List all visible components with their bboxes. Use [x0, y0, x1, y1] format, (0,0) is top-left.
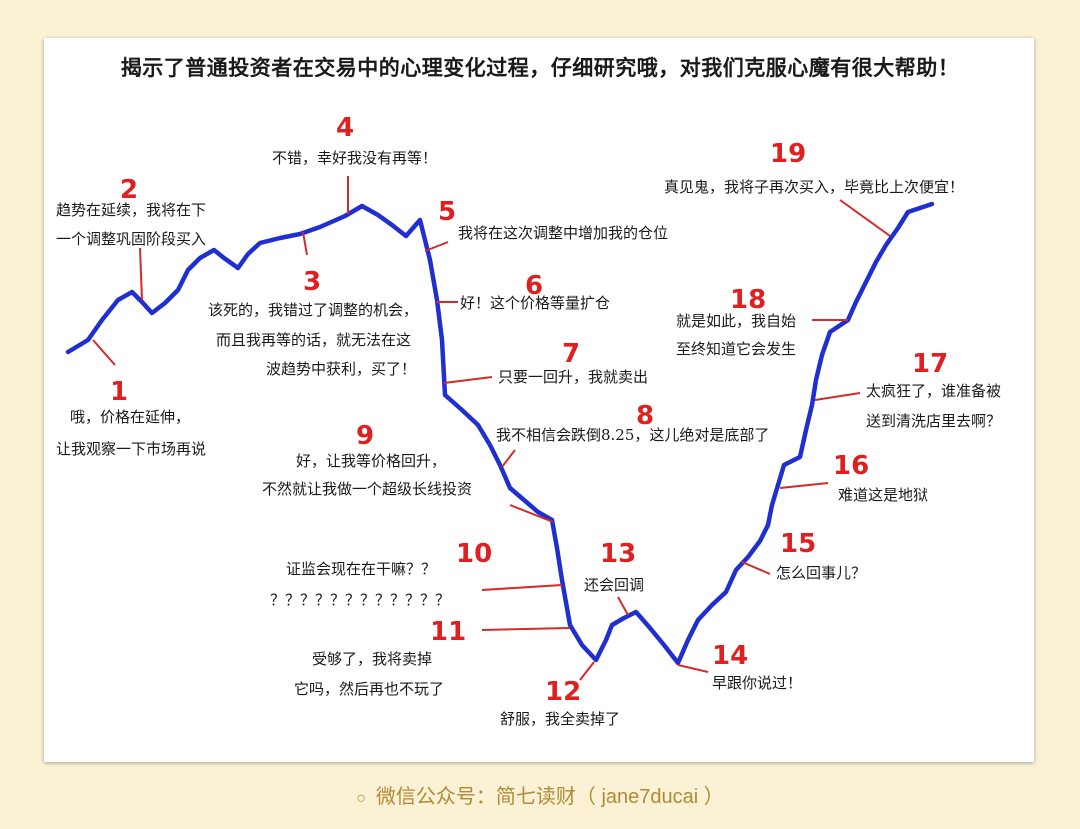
stage-number: 8	[636, 401, 654, 431]
stage-number: 13	[600, 539, 636, 569]
pointer-11	[481, 627, 571, 631]
pointer-16	[779, 482, 829, 489]
stage-number: 15	[780, 529, 816, 559]
stage-text: 它吗，然后再也不玩了	[294, 680, 444, 698]
pointer-3	[302, 231, 308, 256]
stage-text: 证监会现在在干嘛？？	[286, 560, 436, 578]
pointer-9	[509, 504, 554, 523]
stage-number: 14	[712, 641, 748, 671]
stage-number: 17	[912, 349, 948, 379]
stage-text: 早跟你说过！	[712, 674, 802, 692]
stage-number: 7	[562, 339, 580, 369]
circle-icon: ○	[356, 790, 366, 807]
stage-text: 至终知道它会发生	[676, 340, 796, 358]
stage-text: 不然就让我做一个超级长线投资	[262, 480, 472, 498]
stage-text: 好！这个价格等量扩仓	[460, 294, 610, 312]
stage-text: 就是如此，我自始	[676, 312, 796, 330]
stage-text: 不错，幸好我没有再等！	[272, 149, 437, 167]
pointer-5	[424, 241, 449, 252]
pointer-8	[501, 449, 516, 468]
stage-number: 3	[303, 267, 321, 297]
pointer-lines	[92, 176, 891, 681]
stage-text: 而且我再等的话，就无法在这	[216, 331, 411, 349]
stage-text: 哦，价格在延伸，	[70, 408, 190, 426]
stage-text: 好，让我等价格回升，	[296, 452, 446, 470]
stage-text: 舒服，我全卖掉了	[500, 710, 620, 728]
stage-number: 9	[356, 421, 374, 451]
stage-number: 19	[770, 139, 806, 169]
pointer-19	[839, 199, 891, 237]
stage-text: ？？？？？？？？？？？？	[270, 591, 450, 609]
pointer-12	[579, 661, 595, 681]
stage-text: 怎么回事儿？	[776, 564, 866, 582]
stage-text: 送到清洗店里去啊？	[866, 412, 1001, 430]
pointer-13	[617, 596, 629, 616]
source-caption: ○ 微信公众号：简七读财（ jane7ducai ）	[0, 780, 1080, 809]
stage-number: 5	[438, 197, 456, 227]
diagram-card	[44, 38, 1034, 762]
stage-text: 我不相信会跌倒8.25，这儿绝对是底部了	[496, 426, 769, 444]
pointer-7	[443, 376, 493, 384]
stage-number: 4	[336, 113, 354, 143]
pointer-14	[677, 664, 709, 673]
stage-text: 只要一回升，我就卖出	[498, 368, 648, 386]
price-curve	[65, 201, 935, 666]
stage-number: 12	[545, 677, 581, 707]
stage-number: 16	[833, 451, 869, 481]
stage-text: 一个调整巩固阶段买入	[56, 230, 206, 248]
stage-text: 真见鬼，我将子再次买入，毕竟比上次便宜！	[664, 178, 964, 196]
pointer-10	[481, 584, 563, 591]
stage-text: 让我观察一下市场再说	[56, 440, 206, 458]
stage-text: 趋势在延续，我将在下	[56, 201, 206, 219]
stage-number: 18	[730, 285, 766, 315]
stage-labels: 1 哦，价格在延伸， 让我观察一下市场再说 2 趋势在延续，我将在下 一个调整巩…	[56, 113, 1001, 728]
stage-text: 难道这是地狱	[838, 486, 928, 504]
stage-number: 11	[430, 617, 466, 647]
stage-number: 2	[120, 175, 138, 205]
stage-text: 太疯狂了，谁准备被	[866, 382, 1001, 400]
pointer-2	[139, 247, 143, 301]
stage-text: 该死的，我错过了调整的机会，	[208, 301, 418, 319]
page-title: 揭示了普通投资者在交易中的心理变化过程，仔细研究哦，对我们克服心魔有很大帮助！	[120, 56, 960, 80]
stage-text: 我将在这次调整中增加我的仓位	[458, 224, 668, 242]
pointer-15	[741, 561, 771, 575]
stage-number: 10	[456, 539, 492, 569]
stage-number: 6	[525, 271, 543, 301]
stage-text: 还会回调	[584, 576, 644, 594]
stage-text: 波趋势中获利，买了！	[266, 360, 416, 378]
pointer-1	[92, 339, 116, 366]
stage-number: 1	[110, 377, 128, 407]
stage-text: 受够了，我将卖掉	[312, 650, 432, 668]
caption-text: 微信公众号：简七读财（ jane7ducai ）	[375, 786, 724, 808]
pointer-17	[814, 392, 861, 401]
